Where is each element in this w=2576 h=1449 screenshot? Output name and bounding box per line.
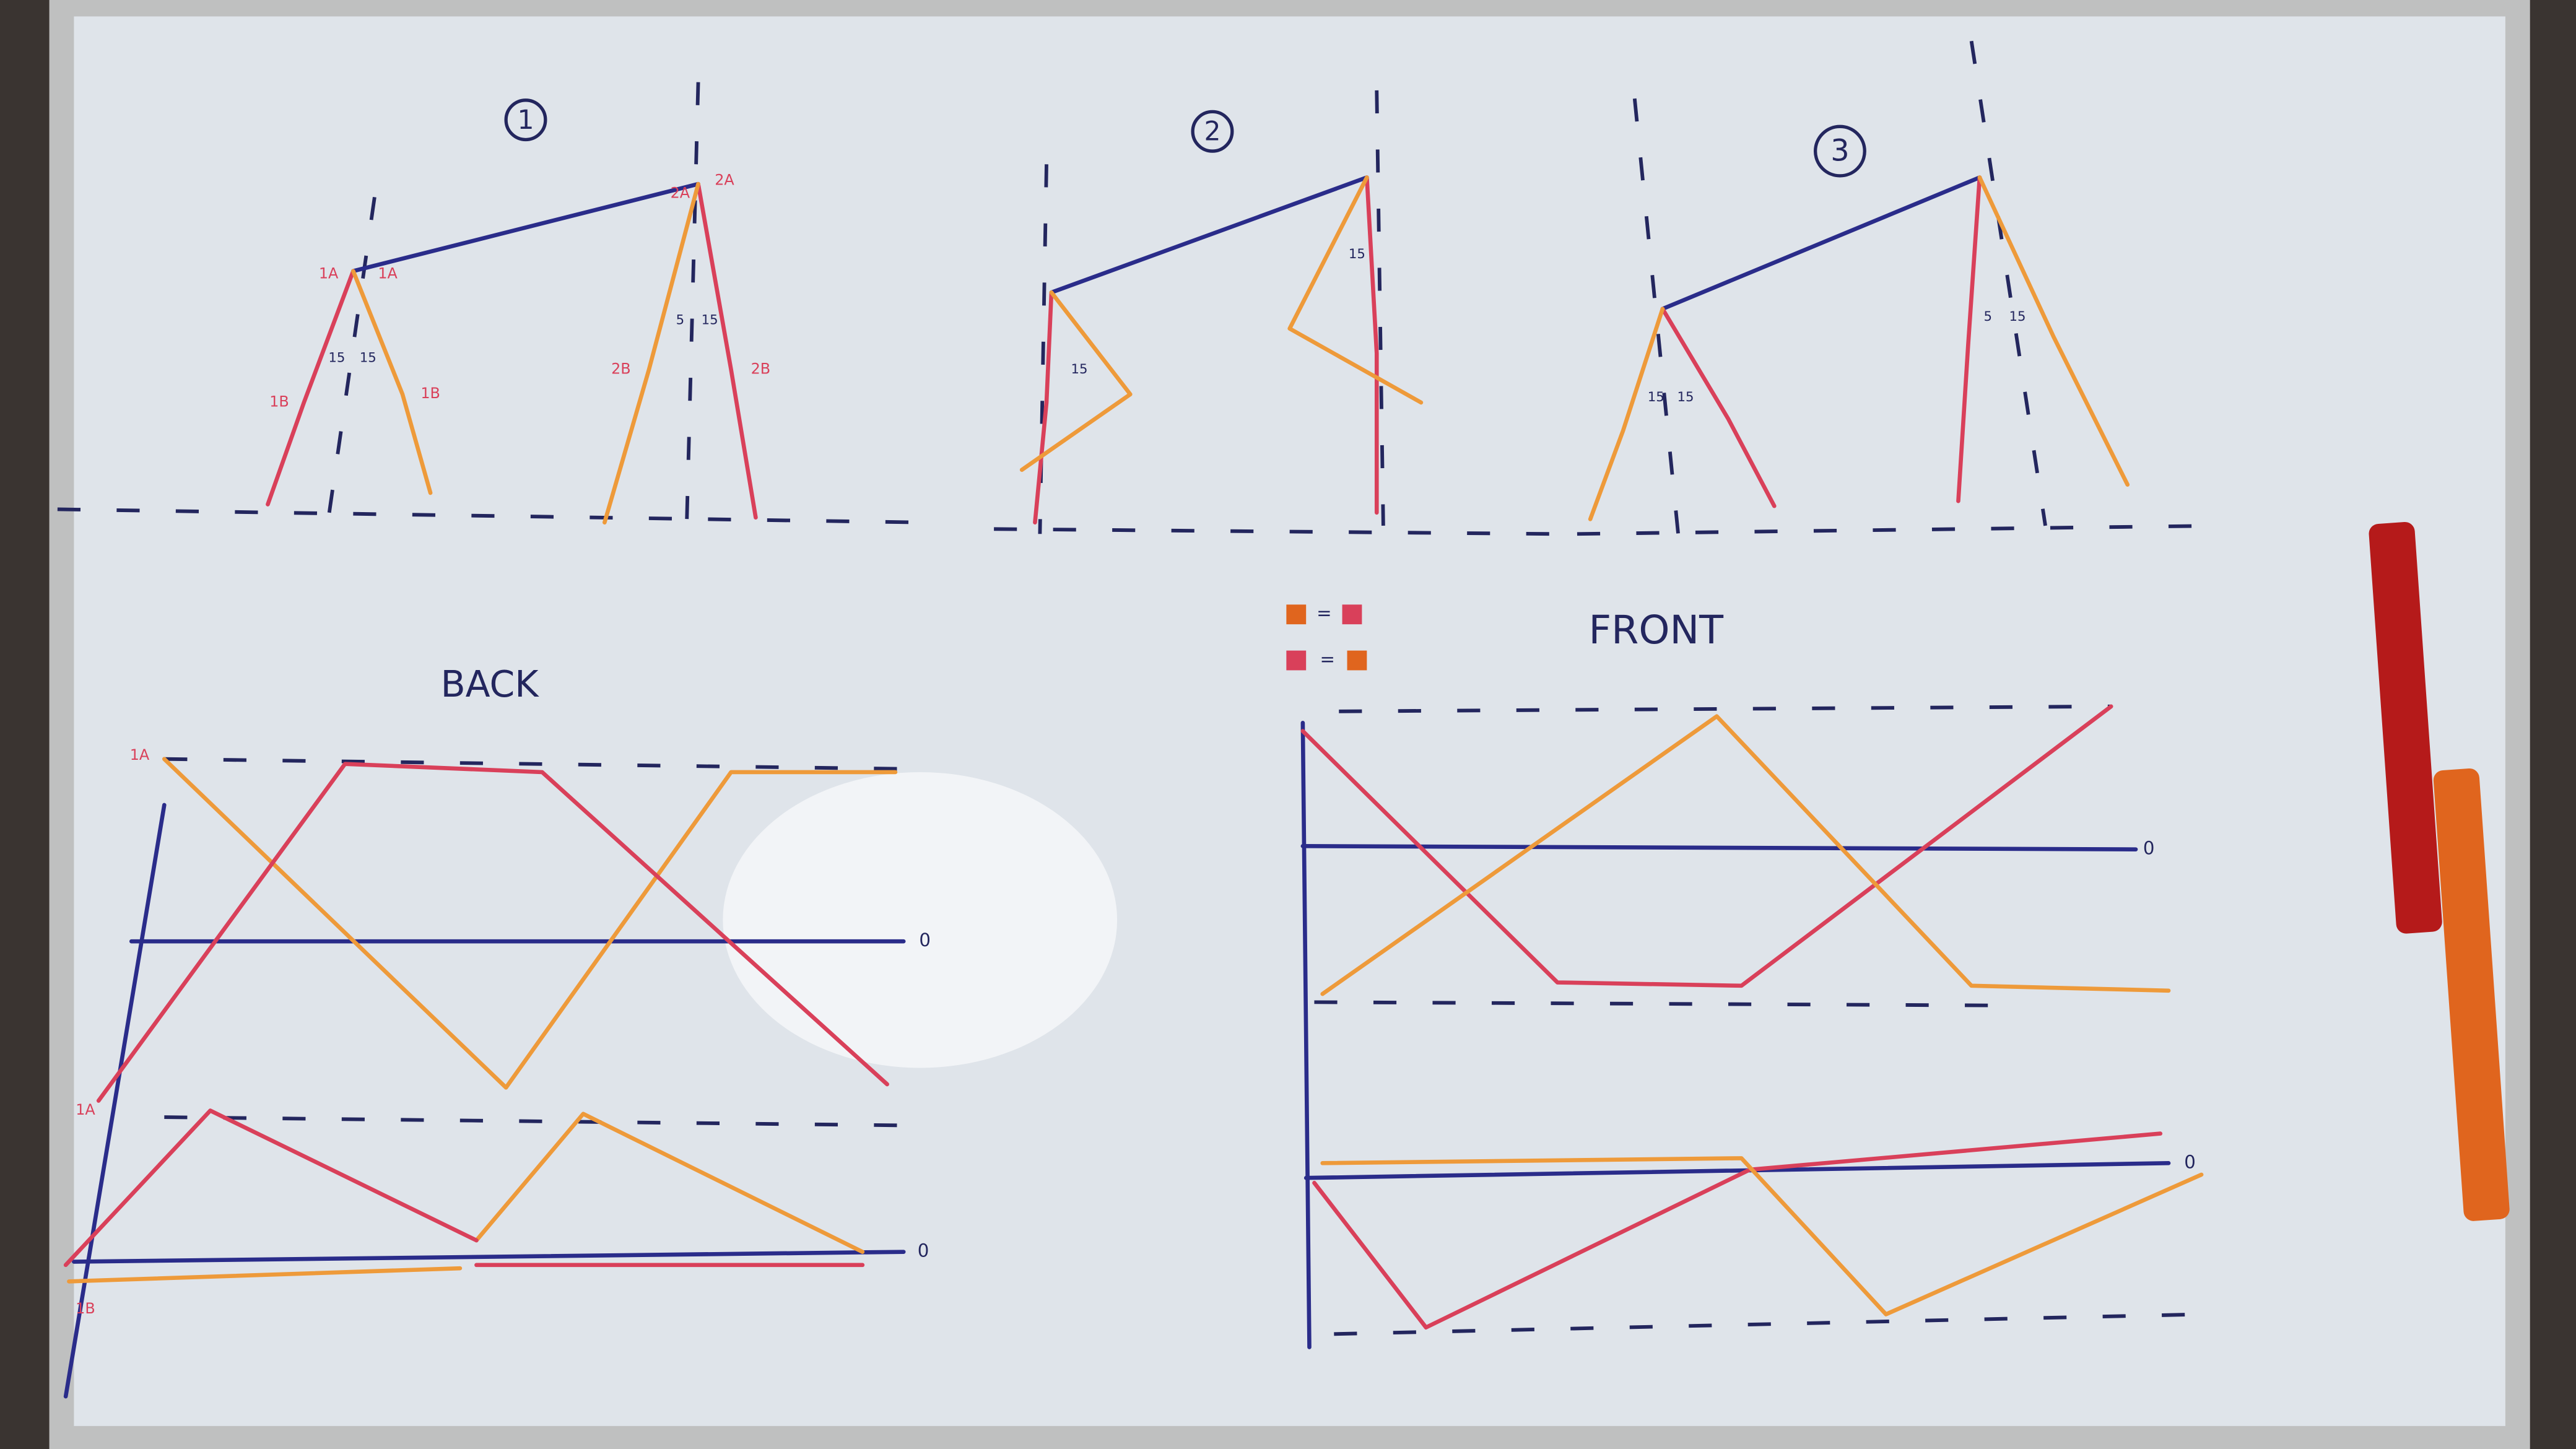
body: [1660, 175, 1982, 311]
joint-label: 1B: [420, 385, 440, 402]
joint-label: 1A: [319, 265, 339, 282]
red-marker: [2369, 521, 2442, 934]
angle-label: 15: [1071, 362, 1088, 377]
joint-label: 2A: [671, 185, 690, 202]
curve-orange: [1320, 714, 2204, 1316]
orange-marker: [2433, 768, 2510, 1221]
diagram-3: [1577, 40, 2218, 542]
front-graph: [1286, 604, 2204, 1349]
axis: [63, 803, 167, 1399]
angle-label: 15: [328, 350, 345, 365]
legend-swatch: [1286, 604, 1307, 625]
limit-line: [164, 757, 900, 1128]
body: [351, 181, 700, 274]
number-circle: [1191, 110, 1234, 153]
zero-label: 0: [918, 1240, 929, 1261]
diagram-2: [994, 90, 1553, 536]
joint-label: 2B: [611, 360, 631, 377]
legend-swatch: [1286, 650, 1307, 671]
angle-label: 15: [1677, 389, 1694, 405]
diagram-number: 1: [517, 105, 534, 136]
number-circle: [1813, 124, 1866, 178]
back-graph: [63, 757, 906, 1399]
angle-label: 15: [2009, 309, 2026, 324]
markers: [2369, 521, 2510, 1221]
diagram-number: 2: [1204, 116, 1221, 147]
legend-swatch: [1347, 650, 1367, 671]
legend-label: =: [1316, 603, 1331, 624]
graph-title: FRONT: [1589, 607, 1725, 653]
number-circle: [504, 98, 547, 142]
curve-red: [1300, 704, 2163, 1329]
zero-label: 0: [2184, 1151, 2196, 1172]
joint-label: 2B: [751, 360, 771, 377]
axis: [1300, 721, 1312, 1349]
vertical: [326, 82, 700, 526]
graph-title: BACK: [441, 663, 540, 705]
legend-swatch: [1342, 604, 1362, 625]
leg-red: [1033, 175, 1379, 524]
zero-label: 0: [2143, 838, 2155, 859]
whiteboard: [74, 16, 2505, 1426]
zero-label: 0: [919, 929, 931, 951]
legend-label: =: [1320, 649, 1334, 670]
zero-line: [72, 939, 906, 1264]
body: [1049, 175, 1369, 295]
angle-label: 15: [1349, 246, 1365, 262]
angle-label: 15: [702, 312, 718, 328]
joint-label: 2A: [715, 171, 734, 188]
glare: [723, 772, 1118, 1068]
leg-red: [266, 181, 758, 520]
leg-red: [1660, 175, 1982, 508]
joint-label: 1A: [378, 265, 398, 282]
diagram-number: 3: [1830, 134, 1849, 168]
leg-orange: [1588, 175, 2130, 521]
ground: [57, 507, 920, 524]
axis-label: 1B: [76, 1300, 95, 1317]
curve-red: [63, 762, 889, 1268]
limit-line: [1314, 704, 2202, 1336]
ground: [1577, 524, 2218, 536]
angle-label: 15: [1648, 389, 1664, 405]
leg-orange: [351, 181, 700, 524]
axis-label: 1A: [130, 746, 150, 764]
angle-label: 5: [1983, 309, 1992, 324]
leg-orange: [1019, 175, 1424, 472]
angle-label: 5: [676, 312, 685, 328]
zero-line: [1300, 844, 2171, 1180]
curve-orange: [67, 757, 898, 1284]
diagram-1: [57, 82, 920, 526]
vertical: [1632, 40, 2047, 542]
joint-label: 1B: [269, 393, 289, 411]
angle-label: 15: [360, 350, 376, 365]
axis-label: 1A: [76, 1101, 95, 1118]
